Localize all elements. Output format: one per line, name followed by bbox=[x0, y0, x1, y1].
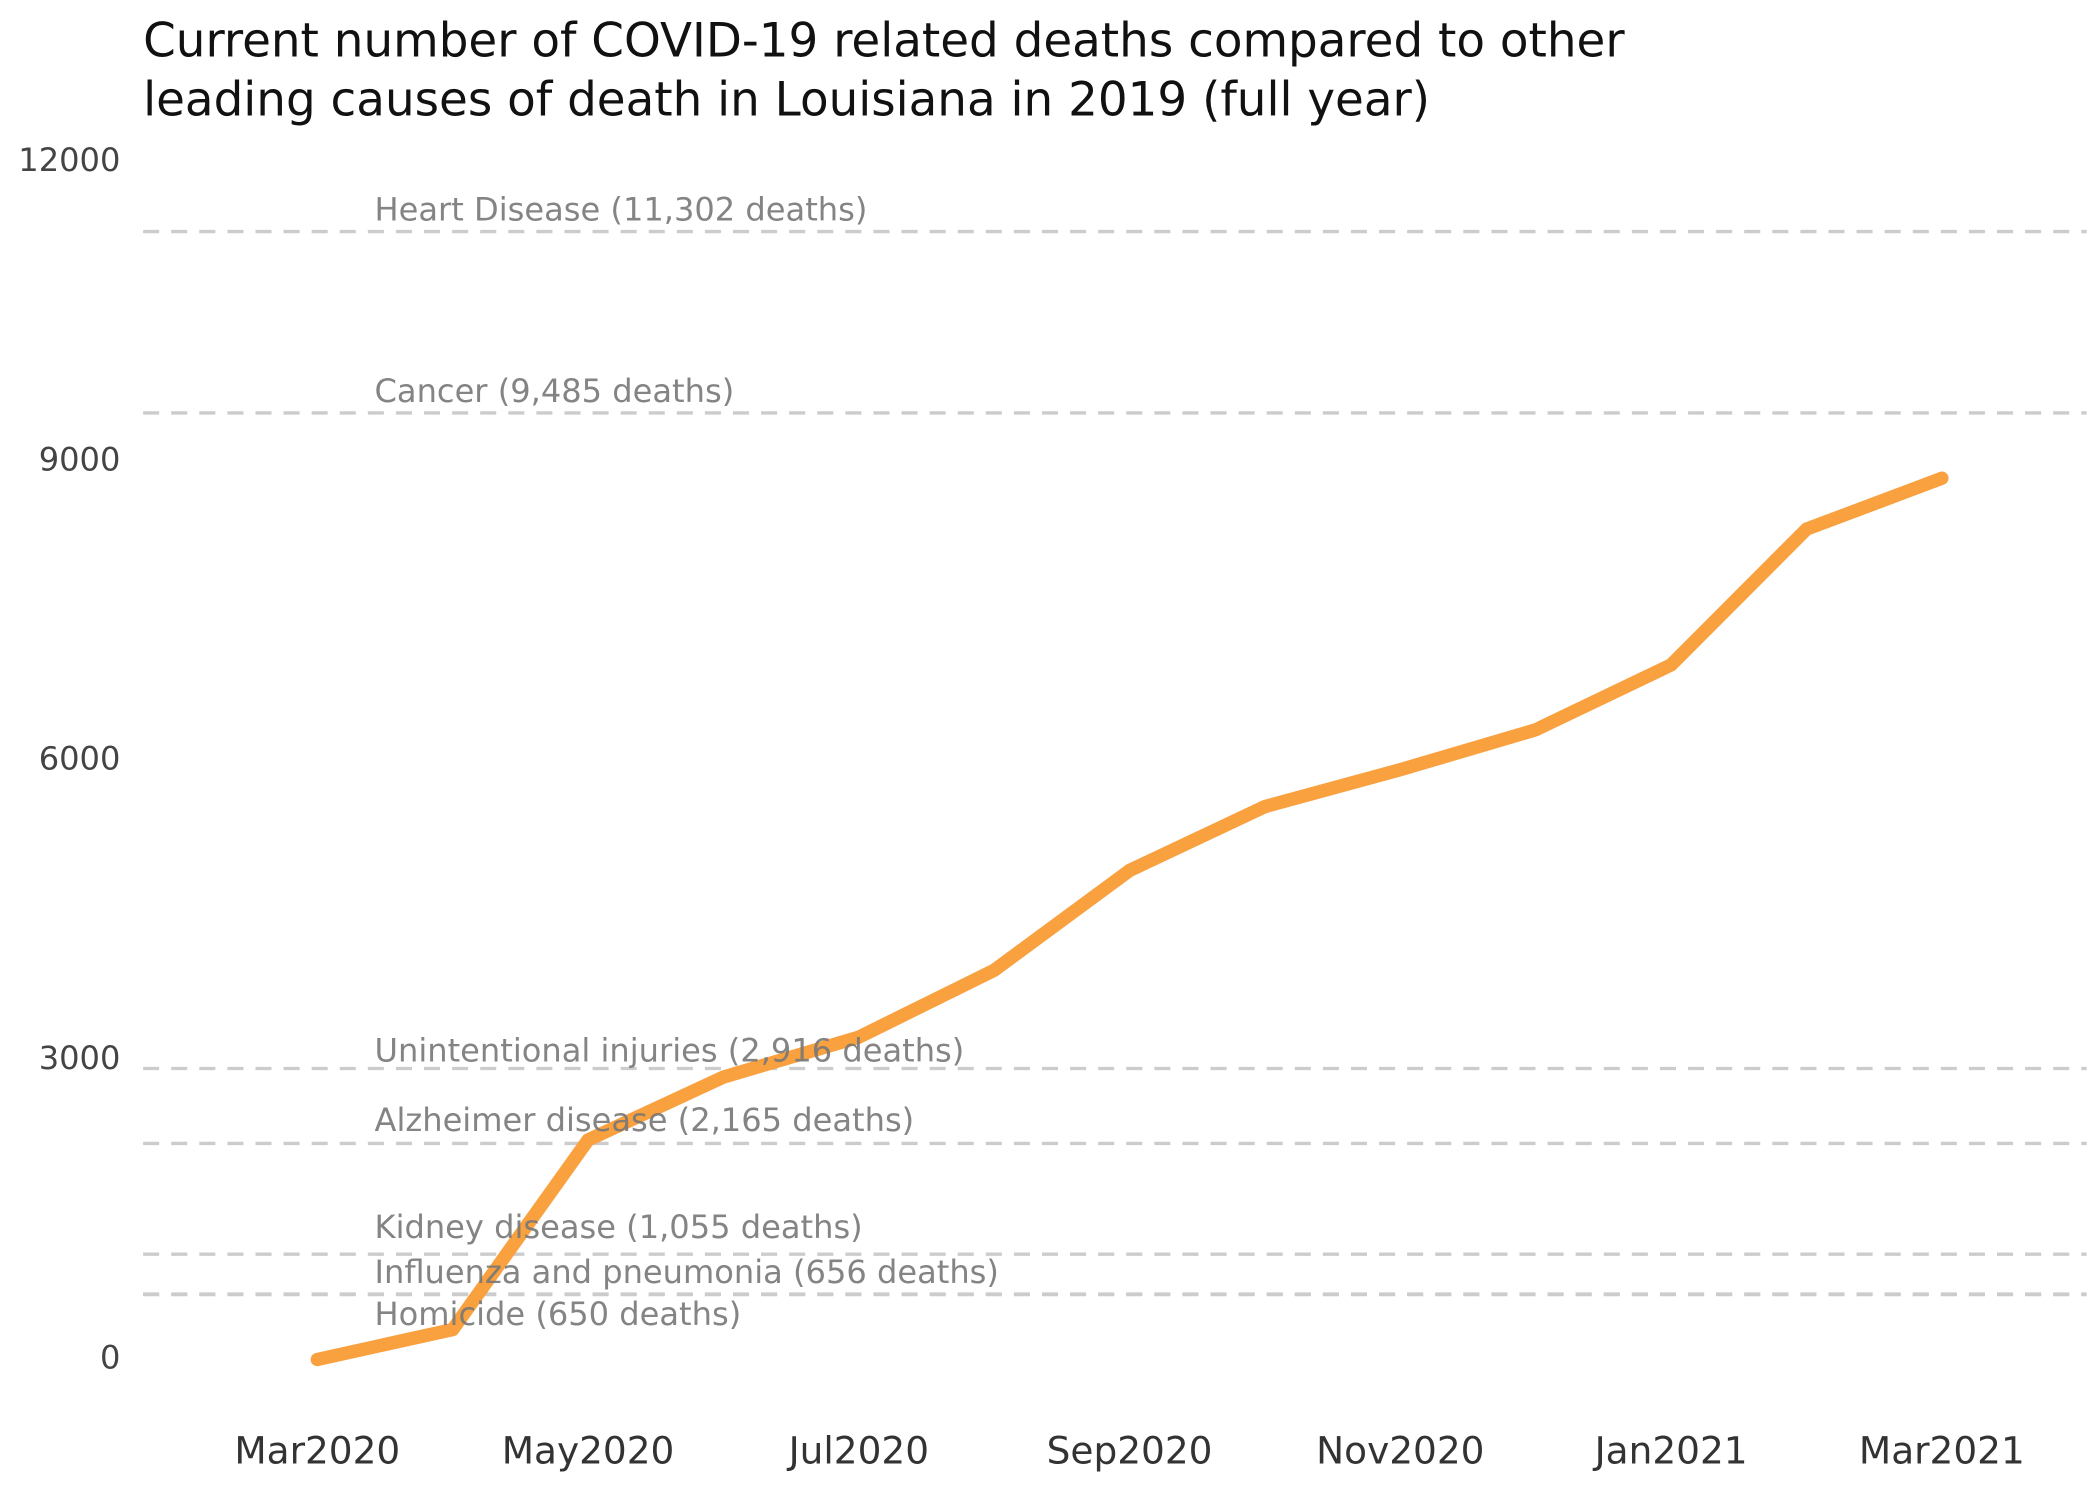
x-tick-label: May2020 bbox=[502, 1429, 675, 1473]
y-tick-label: 6000 bbox=[39, 740, 121, 778]
x-tick-label: Sep2020 bbox=[1047, 1429, 1213, 1473]
series-line bbox=[310, 471, 1949, 1367]
reference-label: Kidney disease (1,055 deaths) bbox=[375, 1208, 863, 1246]
reference-label: Heart Disease (11,302 deaths) bbox=[375, 190, 868, 228]
reference-label: Influenza and pneumonia (656 deaths) bbox=[375, 1253, 999, 1291]
x-tick-label: Mar2021 bbox=[1859, 1429, 2025, 1473]
y-tick-label: 0 bbox=[100, 1338, 120, 1376]
reference-label: Cancer (9,485 deaths) bbox=[375, 372, 735, 410]
x-tick-label: Mar2020 bbox=[234, 1429, 400, 1473]
y-tick-label: 3000 bbox=[39, 1039, 121, 1077]
y-tick-label: 9000 bbox=[39, 440, 121, 478]
reference-label: Alzheimer disease (2,165 deaths) bbox=[375, 1101, 915, 1139]
reference-label: Homicide (650 deaths) bbox=[375, 1295, 742, 1333]
chart-title: Current number of COVID-19 related death… bbox=[143, 15, 1625, 69]
x-tick-label: Jul2020 bbox=[787, 1429, 929, 1473]
y-tick-label: 12000 bbox=[18, 141, 120, 179]
chart-title: leading causes of death in Louisiana in … bbox=[143, 74, 1430, 128]
reference-label: Unintentional injuries (2,916 deaths) bbox=[375, 1031, 965, 1069]
x-tick-label: Nov2020 bbox=[1316, 1429, 1484, 1473]
x-tick-label: Jan2021 bbox=[1593, 1429, 1748, 1473]
